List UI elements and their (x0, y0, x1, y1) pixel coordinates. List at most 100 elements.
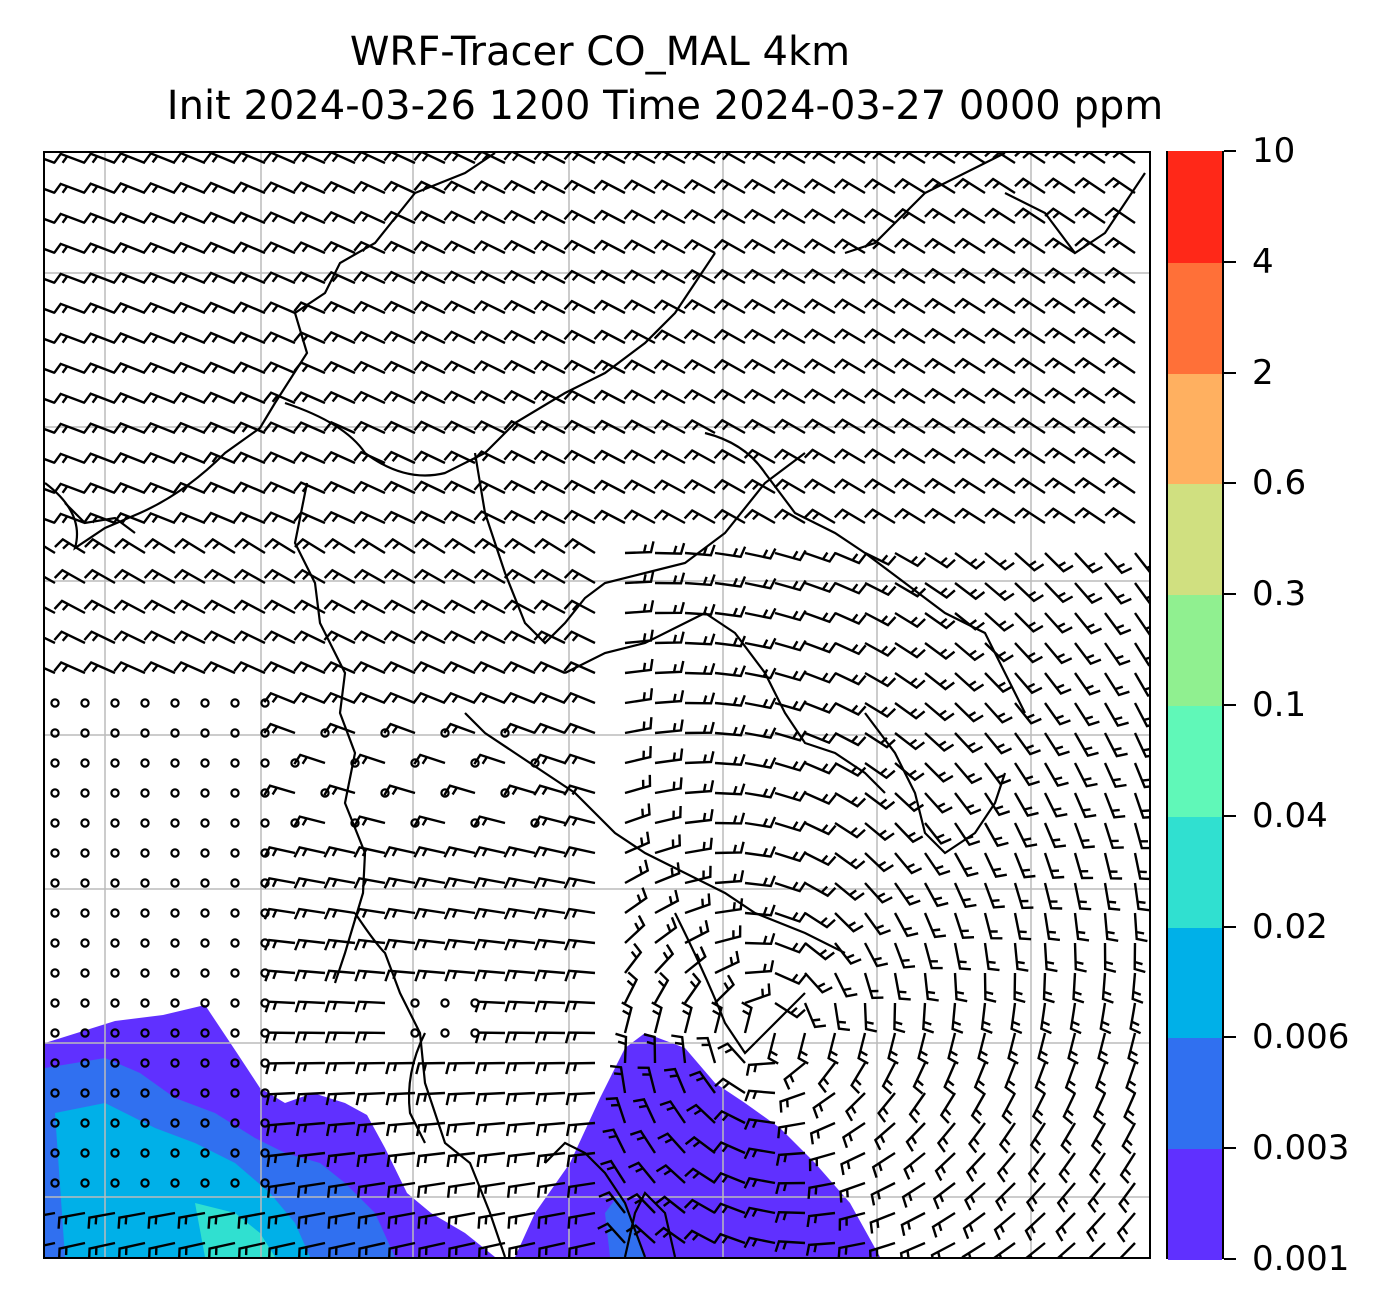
wind-barb (413, 661, 446, 675)
wind-barb (743, 1236, 776, 1249)
wind-barb (713, 478, 746, 495)
wind-barb (1104, 236, 1136, 254)
calm-wind-marker (260, 1118, 270, 1128)
wind-barb (924, 477, 956, 495)
calm-wind-marker (50, 938, 60, 948)
wind-barb (624, 658, 654, 675)
wind-barb (413, 270, 446, 285)
wind-barb (353, 938, 386, 951)
wind-barb (566, 1151, 596, 1168)
wind-barb (684, 692, 716, 705)
wind-barb (533, 153, 566, 165)
wind-barb (323, 907, 356, 920)
wind-barb (893, 207, 926, 225)
wind-barb (353, 907, 386, 920)
wind-barb (203, 271, 236, 285)
wind-barb (503, 876, 536, 889)
wind-barb (807, 1181, 836, 1199)
colorbar-tick (1224, 150, 1236, 152)
wind-barb (476, 1181, 506, 1198)
wind-barb (624, 831, 651, 855)
wind-barb (563, 153, 596, 165)
wind-barb (443, 390, 476, 405)
calm-wind-marker (50, 1058, 60, 1068)
wind-barb (174, 537, 206, 555)
wind-barb (954, 207, 986, 225)
wind-barb (714, 576, 747, 588)
wind-barb (353, 691, 386, 705)
wind-barb (323, 450, 356, 465)
wind-barb (626, 1192, 656, 1214)
wind-barb (893, 357, 926, 375)
wind-barb (1074, 236, 1106, 254)
wind-barb (53, 392, 86, 405)
colorbar-segment-0.3 (1168, 483, 1222, 596)
wind-barb (233, 153, 266, 165)
wind-barb (1069, 1002, 1082, 1035)
calm-wind-marker (80, 998, 90, 1008)
wind-barb (87, 1211, 116, 1229)
wind-barb (936, 1122, 956, 1153)
wind-barb (803, 508, 836, 525)
wind-barb (293, 630, 326, 645)
calm-wind-marker (200, 728, 210, 738)
calm-wind-marker (170, 698, 180, 708)
wind-barb (383, 390, 416, 405)
wind-barb (871, 1151, 896, 1178)
wind-barb (1104, 476, 1136, 494)
wind-barb (864, 551, 897, 566)
wind-barb (143, 153, 176, 165)
wind-barb (686, 1103, 716, 1124)
wind-barb (563, 568, 596, 585)
wind-barb (863, 358, 896, 375)
wind-barb (233, 331, 266, 345)
calm-wind-marker (50, 1148, 60, 1158)
wind-barb (53, 362, 86, 375)
coastline (864, 712, 1007, 855)
wind-barb (416, 1151, 446, 1168)
wind-barb (323, 390, 356, 405)
wind-barb (1073, 762, 1098, 788)
wind-barb (893, 267, 926, 285)
wind-barb (563, 179, 596, 195)
calm-wind-marker (140, 788, 150, 798)
wind-barb (1073, 822, 1095, 849)
wind-barb (743, 1176, 776, 1189)
colorbar-tick (1224, 1147, 1236, 1150)
wind-barb (653, 479, 686, 495)
wind-barb (834, 912, 864, 933)
wind-barb (173, 599, 206, 615)
wind-barb (774, 881, 807, 893)
wind-barb (1074, 642, 1102, 666)
wind-barb (113, 482, 146, 495)
wind-barb (1043, 882, 1063, 910)
wind-barb (417, 1211, 446, 1229)
calm-wind-marker (50, 998, 60, 1008)
wind-barb (263, 691, 296, 705)
calm-wind-marker (200, 788, 210, 798)
wind-barb (418, 1241, 446, 1257)
calm-wind-marker (140, 1148, 150, 1158)
wind-barb (413, 691, 446, 705)
wind-barb (984, 612, 1015, 632)
wind-barb (143, 331, 176, 345)
wind-barb (1074, 206, 1106, 224)
wind-barb (839, 1181, 866, 1203)
wind-barb (173, 241, 206, 255)
wind-barb (629, 1129, 657, 1154)
wind-barb (924, 297, 956, 315)
calm-wind-marker (140, 728, 150, 738)
wind-barb (743, 268, 776, 285)
wind-barb (143, 568, 176, 585)
wind-barb (637, 1066, 657, 1094)
wind-barb (743, 448, 776, 465)
wind-barb (443, 510, 476, 525)
wind-barb (473, 938, 506, 951)
calm-wind-marker (140, 1178, 150, 1188)
wind-barb (353, 815, 386, 827)
wind-barb (894, 882, 921, 906)
calm-wind-marker (110, 848, 120, 858)
wind-barb (143, 271, 176, 285)
wind-barb (538, 1241, 566, 1257)
calm-wind-marker (200, 1058, 210, 1068)
